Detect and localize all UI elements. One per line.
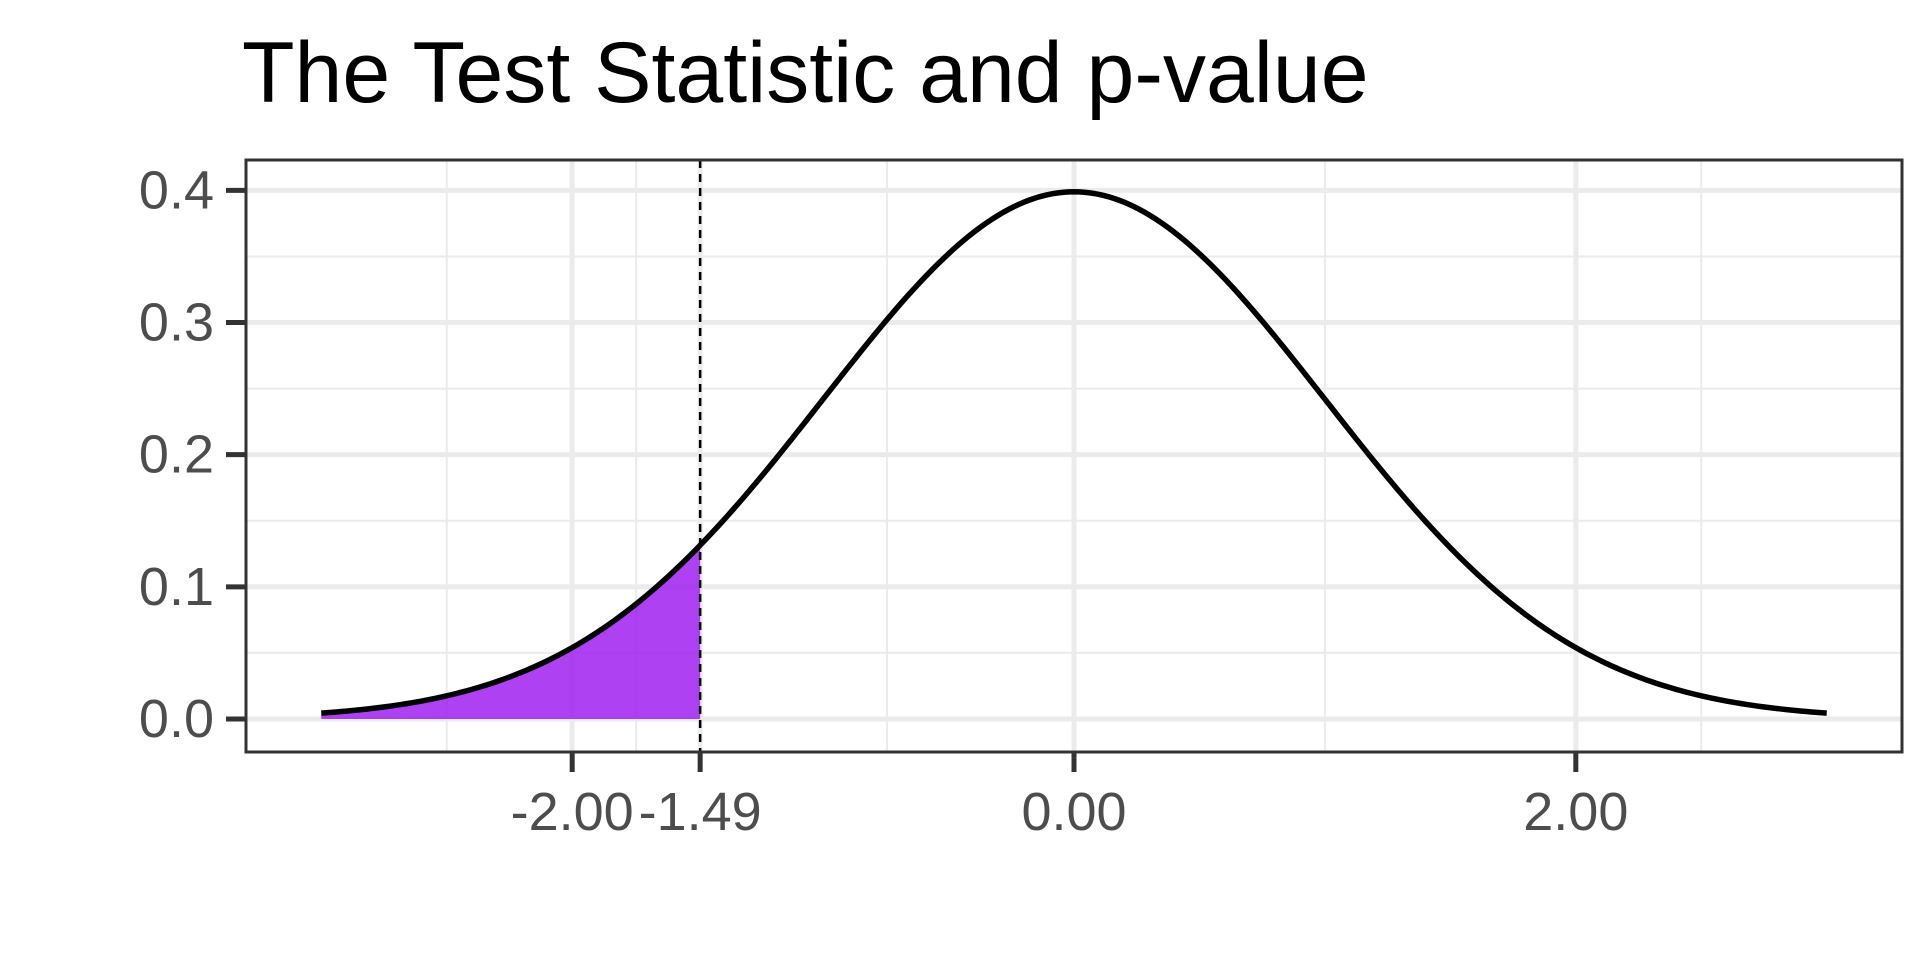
y-tick-label: 0.3 [139, 293, 214, 353]
y-tick-label: 0.0 [139, 689, 214, 749]
x-tick-label: 0.00 [1021, 782, 1126, 842]
axes: 0.0 0.1 0.2 0.3 0.4 -2.00 -1.49 0.00 2.00 [139, 160, 1628, 842]
y-tick-label: 0.2 [139, 425, 214, 485]
p-value-shaded-area [321, 545, 701, 719]
x-tick-label: -2.00 [511, 782, 634, 842]
y-tick-label: 0.4 [139, 160, 214, 220]
grid-lines [246, 160, 1902, 752]
x-tick-label: -1.49 [639, 782, 762, 842]
chart-title: The Test Statistic and p-value [242, 25, 1369, 121]
x-tick-label: 2.00 [1523, 782, 1628, 842]
y-tick-label: 0.1 [139, 557, 214, 617]
density-curve [321, 189, 1827, 716]
